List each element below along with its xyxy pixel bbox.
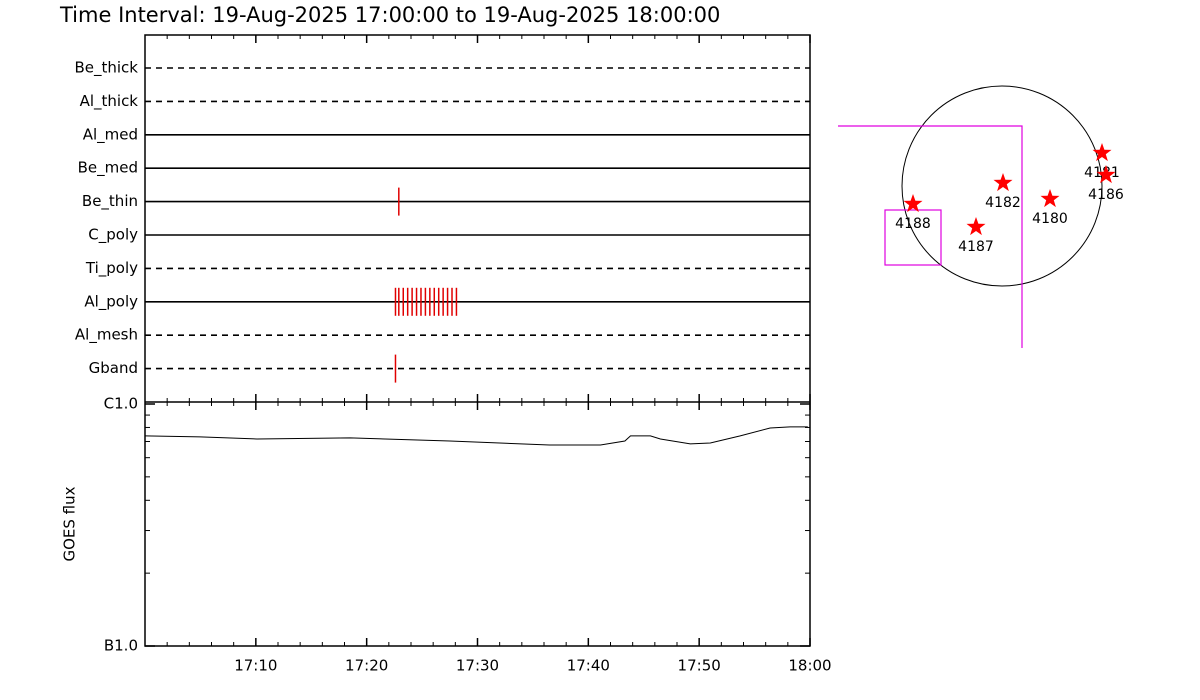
plot-frame <box>144 34 811 647</box>
filter-label: Ti_poly <box>85 259 138 278</box>
region-label: 4188 <box>895 216 931 232</box>
x-tick-label: 17:20 <box>345 657 388 675</box>
active-region <box>966 217 986 236</box>
x-tick-label: 17:40 <box>567 657 610 675</box>
filter-label: Al_poly <box>84 292 138 311</box>
x-tick-label: 17:50 <box>678 657 721 675</box>
active-region <box>993 173 1013 192</box>
filter-label: Al_thick <box>80 92 139 111</box>
active-region <box>1040 189 1060 208</box>
filter-label: Al_med <box>83 125 138 144</box>
active-region <box>1096 165 1116 184</box>
active-region <box>1092 143 1112 162</box>
filter-label: C_poly <box>88 226 138 245</box>
x-tick-label: 17:10 <box>234 657 277 675</box>
filter-label: Gband <box>89 359 138 377</box>
solar-disk <box>901 85 1103 287</box>
goes-curve <box>144 426 808 446</box>
y-tick-label: C1.0 <box>104 395 138 413</box>
x-tick-label: 17:30 <box>456 657 499 675</box>
y-axis-label: GOES flux <box>61 486 79 561</box>
filter-label: Be_thin <box>82 192 138 211</box>
active-region <box>903 194 923 213</box>
region-label: 4187 <box>958 239 994 255</box>
pointing-crosshair <box>838 125 1023 348</box>
region-label: 4186 <box>1088 187 1124 203</box>
region-label: 4180 <box>1032 211 1068 227</box>
region-label: 4182 <box>985 195 1021 211</box>
x-tick-label: 18:00 <box>788 657 831 675</box>
filter-label: Be_thick <box>74 59 138 78</box>
filter-label: Be_med <box>78 159 138 178</box>
chart-title: Time Interval: 19-Aug-2025 17:00:00 to 1… <box>59 3 720 27</box>
field-of-view <box>884 209 942 266</box>
y-tick-label: B1.0 <box>104 637 138 655</box>
filter-label: Al_mesh <box>75 326 138 345</box>
